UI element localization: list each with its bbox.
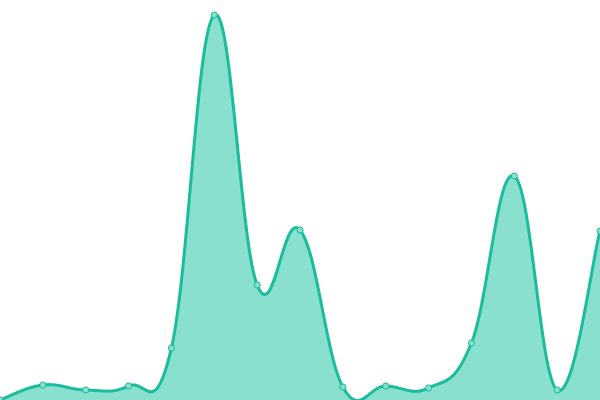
data-point-0[interactable]: [0, 396, 4, 400]
data-point-4[interactable]: [167, 344, 175, 352]
data-point-14[interactable]: [596, 227, 600, 235]
data-point-3[interactable]: [125, 382, 133, 390]
data-point-8[interactable]: [339, 383, 347, 391]
data-point-11[interactable]: [467, 339, 475, 347]
data-point-13[interactable]: [553, 386, 561, 394]
data-point-12[interactable]: [510, 172, 518, 180]
data-point-1[interactable]: [39, 381, 47, 389]
data-point-7[interactable]: [296, 226, 304, 234]
data-point-10[interactable]: [425, 384, 433, 392]
data-point-9[interactable]: [382, 382, 390, 390]
data-point-2[interactable]: [82, 386, 90, 394]
data-point-5[interactable]: [210, 11, 218, 19]
area-fill: [0, 14, 600, 400]
data-point-6[interactable]: [253, 281, 261, 289]
